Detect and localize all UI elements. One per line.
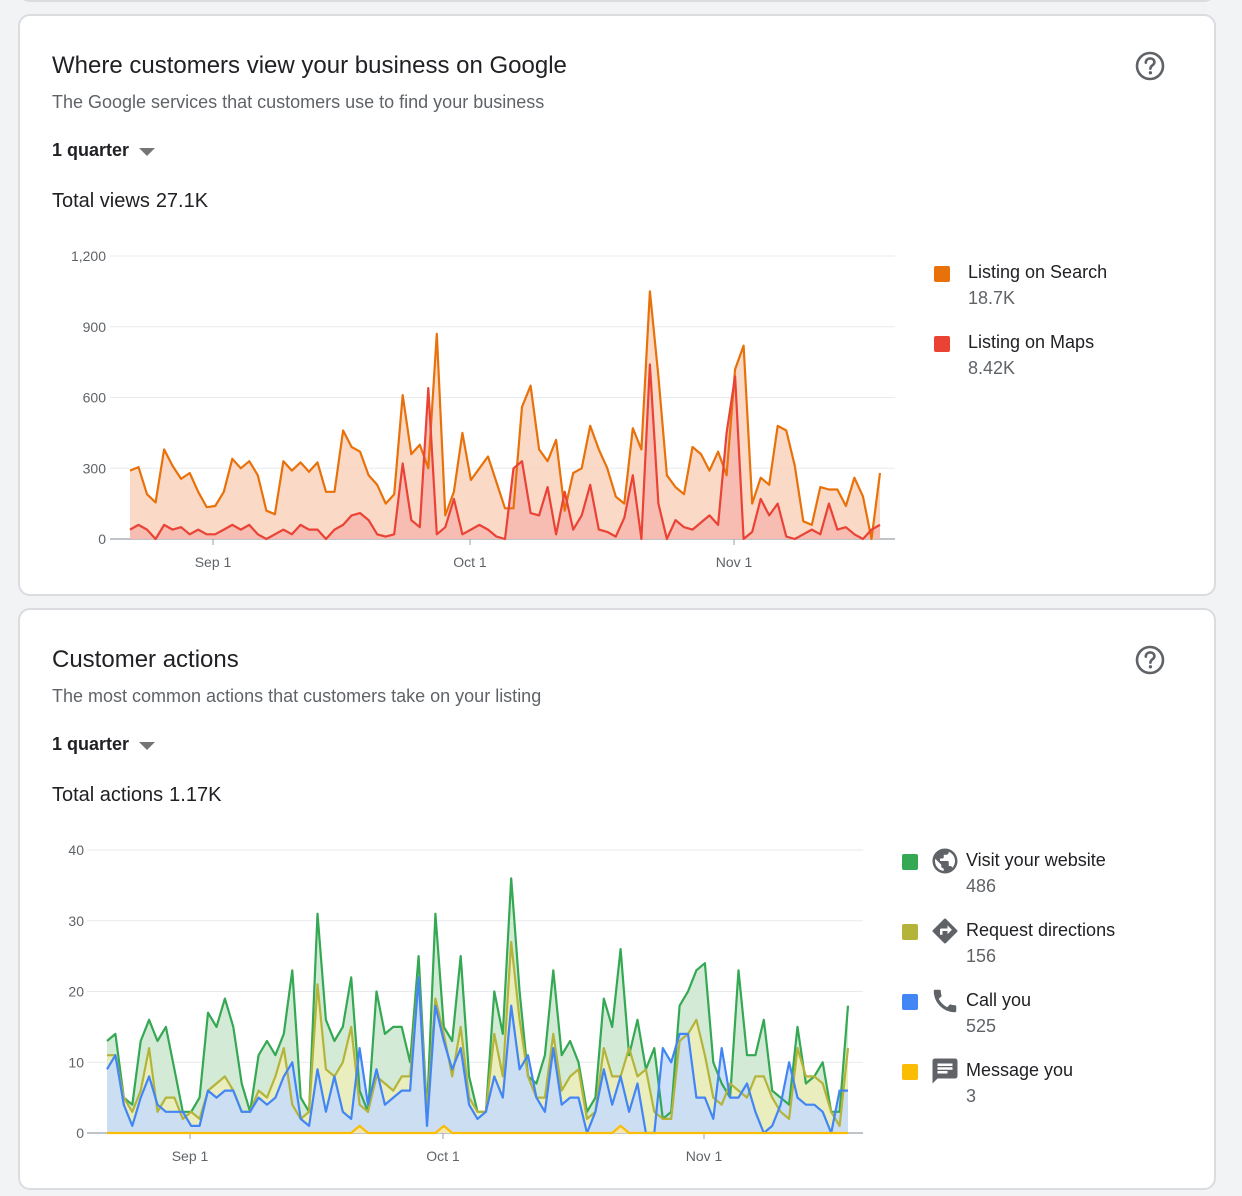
- x-tick-label: Nov 1: [716, 554, 753, 570]
- help-icon[interactable]: [1134, 644, 1166, 676]
- legend-label: Visit your website: [966, 850, 1106, 870]
- actions-chart: 0 10 20 30 40 Sep 1 Oct 1 Nov 1: [68, 842, 863, 1164]
- legend-value: 525: [966, 1016, 997, 1036]
- legend-swatch: [934, 266, 950, 282]
- total-views-value: 27.1K: [155, 190, 209, 212]
- total-views-label: Total views: [52, 190, 150, 212]
- y-tick-label: 0: [98, 531, 106, 547]
- legend-label: Listing on Search: [968, 262, 1108, 282]
- period-label: 1 quarter: [52, 734, 130, 754]
- chevron-down-icon: [139, 741, 156, 750]
- legend-value: 8.42K: [968, 358, 1016, 378]
- actions-card-title: Customer actions: [52, 646, 239, 673]
- total-views: Total views 27.1K: [52, 190, 208, 213]
- x-tick-label: Oct 1: [453, 554, 487, 570]
- period-dropdown[interactable]: 1 quarter: [52, 140, 156, 161]
- legend-swatch: [902, 994, 918, 1010]
- y-tick-label: 1,200: [71, 248, 106, 264]
- legend-swatch: [902, 854, 918, 870]
- legend-swatch: [934, 336, 950, 352]
- series-area: [107, 977, 848, 1133]
- y-tick-label: 600: [83, 390, 107, 406]
- legend-label: Message you: [966, 1060, 1074, 1080]
- series-line: [107, 1124, 848, 1135]
- previous-card-edge: [18, 0, 1216, 2]
- legend-value: 3: [966, 1086, 977, 1106]
- series-line: [129, 290, 882, 541]
- globe-icon: [932, 848, 958, 874]
- series-area: [130, 364, 880, 539]
- legend-swatch: [902, 1064, 918, 1080]
- series-line: [129, 363, 881, 541]
- legend-label: Request directions: [966, 920, 1116, 940]
- y-tick-label: 30: [68, 913, 84, 929]
- legend-value: 156: [966, 946, 997, 966]
- total-actions-value: 1.17K: [169, 784, 222, 806]
- series-area: [130, 291, 880, 539]
- series-line: [107, 940, 850, 1127]
- y-tick-label: 0: [76, 1125, 84, 1141]
- period-label: 1 quarter: [52, 140, 130, 160]
- x-tick-label: Sep 1: [172, 1148, 209, 1164]
- directions-icon: [932, 918, 958, 944]
- views-chart: 0 300 600 900 1,200 Sep 1 Oct 1 Nov 1: [71, 248, 895, 570]
- legend-value: 18.7K: [968, 288, 1016, 308]
- y-tick-label: 900: [83, 319, 107, 335]
- chevron-down-icon: [139, 147, 156, 156]
- x-tick-label: Nov 1: [686, 1148, 723, 1164]
- legend-label: Call you: [966, 990, 1032, 1010]
- views-card-subtitle: The Google services that customers use t…: [52, 92, 545, 112]
- legend-label: Listing on Maps: [968, 332, 1095, 352]
- actions-card: Customer actions The most common actions…: [18, 608, 1216, 1190]
- total-actions: Total actions 1.17K: [52, 784, 221, 807]
- phone-icon: [933, 989, 957, 1013]
- y-tick-label: 40: [68, 842, 84, 858]
- views-card: Where customers view your business on Go…: [18, 14, 1216, 596]
- message-icon: [932, 1058, 958, 1084]
- y-tick-label: 20: [68, 984, 84, 1000]
- period-dropdown[interactable]: 1 quarter: [52, 734, 156, 755]
- y-tick-label: 10: [68, 1054, 84, 1070]
- x-tick-label: Oct 1: [426, 1148, 460, 1164]
- actions-card-subtitle: The most common actions that customers t…: [52, 686, 542, 706]
- legend-value: 486: [966, 876, 997, 896]
- help-icon[interactable]: [1134, 50, 1166, 82]
- views-card-title: Where customers view your business on Go…: [52, 52, 567, 79]
- series-line: [106, 976, 848, 1135]
- legend-swatch: [902, 924, 918, 940]
- x-tick-label: Sep 1: [195, 554, 232, 570]
- total-actions-label: Total actions: [52, 784, 164, 806]
- y-tick-label: 300: [83, 460, 107, 476]
